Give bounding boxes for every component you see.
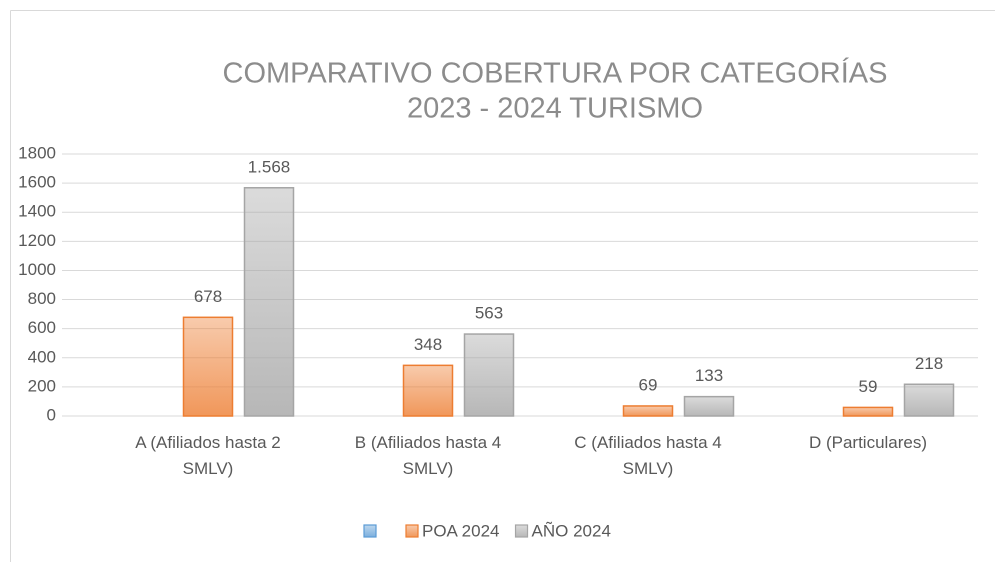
- data-label: 133: [695, 366, 723, 385]
- data-label: 59: [859, 377, 878, 396]
- legend-swatch: [514, 524, 529, 538]
- bar: [622, 405, 674, 417]
- bar: [683, 395, 735, 417]
- y-tick-label: 1200: [18, 231, 56, 250]
- y-tick-label: 600: [28, 318, 56, 337]
- legend-swatch: [405, 524, 419, 538]
- x-tick-label: A (Afiliados hasta 2 SMLV): [135, 433, 281, 478]
- data-label: 678: [194, 287, 222, 306]
- bar: [243, 187, 295, 417]
- legend-swatch: [363, 524, 377, 538]
- y-tick-label: 1600: [18, 173, 56, 192]
- x-tick-label: C (Afiliados hasta 4 SMLV): [574, 433, 722, 478]
- legend-label: POA 2024: [422, 521, 500, 540]
- bar: [182, 316, 234, 417]
- y-tick-label: 1000: [18, 260, 56, 279]
- y-tick-label: 200: [28, 376, 56, 395]
- y-tick-label: 400: [28, 347, 56, 366]
- bar: [402, 364, 454, 417]
- data-label: 348: [414, 335, 442, 354]
- data-label: 1.568: [248, 157, 291, 176]
- data-label: 218: [915, 354, 943, 373]
- chart-title: 2023 - 2024 TURISMO: [407, 93, 703, 125]
- y-tick-label: 1400: [18, 202, 56, 221]
- y-tick-label: 800: [28, 289, 56, 308]
- chart-title: COMPARATIVO COBERTURA POR CATEGORÍAS: [223, 57, 888, 90]
- y-tick-label: 1800: [18, 143, 56, 162]
- y-tick-label: 0: [47, 405, 56, 424]
- x-tick-label: D (Particulares): [808, 433, 928, 452]
- data-label: 563: [475, 304, 503, 323]
- legend-label: AÑO 2024: [532, 521, 611, 540]
- bar: [903, 383, 955, 417]
- data-label: 69: [639, 375, 658, 394]
- x-tick-label: B (Afiliados hasta 4 SMLV): [354, 433, 502, 478]
- bar: [463, 333, 515, 417]
- bar: [842, 406, 894, 417]
